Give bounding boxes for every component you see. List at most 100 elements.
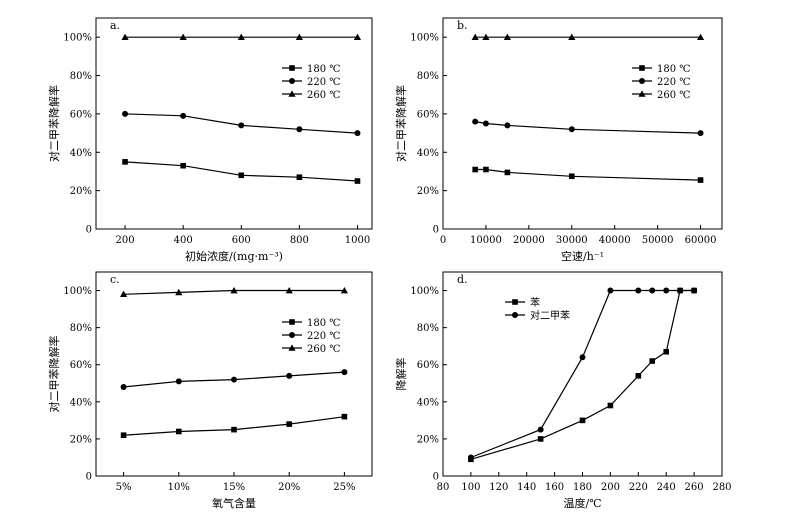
y-tick-label: 20% [417, 186, 439, 197]
data-point [340, 286, 348, 294]
data-point [482, 33, 490, 40]
data-point [607, 287, 614, 294]
y-axis-label: 对二甲苯降解率 [47, 85, 61, 162]
legend-label: 180 ℃ [657, 64, 690, 75]
data-point [696, 33, 705, 40]
x-tick-label: 15% [223, 482, 245, 493]
data-point [579, 417, 586, 424]
plot-frame [95, 17, 373, 230]
data-point [663, 348, 669, 355]
y-tick-label: 0 [86, 472, 92, 483]
data-point [231, 376, 237, 383]
data-point [121, 33, 129, 40]
x-tick-label: 100 [461, 482, 480, 493]
data-point [697, 177, 704, 183]
legend-marker-square [639, 65, 645, 71]
plot-frame [95, 271, 373, 477]
legend-marker-triangle [288, 90, 296, 97]
x-tick-label: 10% [168, 482, 190, 493]
chart-panel-a: 0 20% 40% 60% 80% 100% 200 400 600 800 1000 初始浓度/(m… [47, 17, 373, 263]
data-point [231, 426, 237, 433]
data-point [341, 413, 348, 420]
legend-label: 180 ℃ [307, 318, 340, 329]
data-point [353, 33, 362, 40]
data-point [179, 33, 187, 40]
y-axis-label: 对二甲苯降解率 [394, 85, 408, 162]
data-point [176, 428, 182, 435]
legend: 180 ℃ 220 ℃ 260 ℃ [282, 318, 340, 355]
data-point [286, 421, 292, 427]
data-point [120, 290, 128, 298]
data-point [122, 159, 128, 165]
data-point [482, 120, 489, 127]
series-1 [120, 413, 348, 438]
series-2 [467, 287, 698, 461]
x-tick-label: 400 [174, 235, 193, 246]
data-point [607, 402, 614, 409]
data-point [286, 372, 293, 379]
x-tick-label: 140 [517, 482, 536, 493]
y-tick-label: 20% [70, 186, 92, 197]
x-tick-label: 280 [712, 482, 731, 493]
x-tick-label: 40000 [599, 235, 631, 246]
series-1 [122, 159, 361, 184]
data-point [238, 122, 245, 129]
y-tick-label: 40% [70, 397, 92, 408]
y-tick-label: 0 [433, 472, 439, 483]
panel-label: a. [110, 19, 120, 32]
data-point [677, 287, 684, 294]
y-tick-label: 40% [417, 148, 439, 159]
x-tick-label: 30000 [556, 235, 588, 246]
series-line [470, 289, 695, 459]
x-tick-label: 25% [333, 482, 355, 493]
y-tick-label: 60% [417, 109, 439, 120]
legend-label: 220 ℃ [307, 77, 340, 88]
y-tick-label: 60% [417, 360, 439, 371]
x-axis-label: 空速/h⁻¹ [561, 249, 604, 263]
legend: 180 ℃ 220 ℃ 260 ℃ [282, 64, 340, 101]
series-3 [471, 33, 705, 40]
y-tick-label: 60% [70, 360, 92, 371]
y-tick-label: 0 [86, 225, 92, 236]
data-point [230, 286, 238, 294]
x-tick-label: 240 [657, 482, 676, 493]
panel-label: b. [457, 19, 468, 32]
data-point [237, 33, 245, 40]
data-point [296, 126, 303, 133]
legend-label: 180 ℃ [307, 64, 340, 75]
data-point [120, 432, 127, 438]
data-point [504, 122, 511, 129]
y-tick-label: 80% [70, 71, 92, 82]
y-tick-label: 80% [417, 71, 439, 82]
x-tick-label: 20000 [513, 235, 545, 246]
panel-label: c. [110, 273, 120, 286]
chart-panel-c: 0 20% 40% 60% 80% 100% 5% 10% 15% 20% 25% 氧气含量 对二甲苯降… [47, 271, 373, 510]
x-tick-label: 200 [116, 235, 135, 246]
data-point [579, 354, 586, 361]
data-point [354, 178, 361, 184]
y-tick-label: 100% [63, 286, 92, 297]
legend-marker-square [289, 65, 295, 71]
y-tick-label: 20% [70, 434, 92, 445]
legend-marker-circle [512, 312, 518, 318]
data-point [238, 172, 245, 179]
legend-marker-circle [639, 78, 645, 84]
data-point [503, 33, 511, 40]
x-tick-label: 120 [489, 482, 508, 493]
x-tick-label: 0 [440, 235, 446, 246]
x-tick-label: 10000 [470, 235, 502, 246]
data-point [483, 166, 489, 173]
data-point [467, 454, 474, 461]
data-point [568, 126, 575, 133]
plot-frame [442, 17, 723, 230]
x-tick-label: 5% [116, 482, 132, 493]
data-point [504, 169, 511, 176]
data-point [691, 287, 698, 294]
legend-marker-triangle [288, 344, 296, 351]
series-2 [472, 118, 704, 137]
series-3 [120, 286, 348, 298]
plot-frame [442, 271, 723, 477]
data-point [471, 33, 479, 40]
data-point [568, 173, 575, 180]
